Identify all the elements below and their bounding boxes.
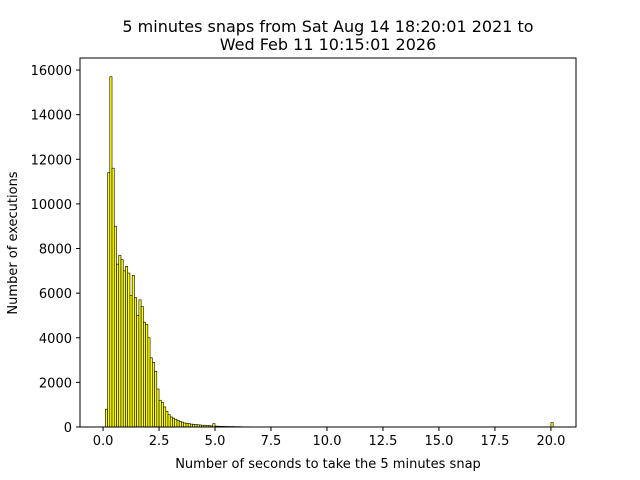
y-tick-label: 12000 [31, 153, 72, 168]
bar [156, 388, 160, 428]
bar [178, 421, 182, 428]
bar [131, 274, 135, 428]
bar [111, 167, 115, 428]
bar [550, 422, 554, 428]
bar [127, 272, 131, 428]
bar [163, 406, 167, 428]
bar [134, 297, 137, 428]
bar [160, 402, 164, 428]
x-axis-label: Number of seconds to take the 5 minutes … [175, 457, 481, 472]
x-tick-label: 2.5 [149, 434, 170, 449]
x-tick-label: 15.0 [424, 434, 453, 449]
bar [158, 399, 162, 428]
bar [105, 408, 108, 428]
bar [169, 416, 173, 428]
bar [118, 254, 122, 428]
bar [167, 414, 171, 428]
bar [149, 357, 153, 428]
bar [140, 306, 144, 428]
x-tick-label: 7.5 [261, 434, 282, 449]
y-tick-label: 8000 [39, 243, 72, 258]
x-tick-label: 12.5 [368, 434, 397, 449]
bar [122, 270, 126, 428]
x-tick-label: 0.0 [93, 434, 114, 449]
y-tick-label: 2000 [39, 376, 72, 391]
bar [125, 266, 128, 428]
bar [136, 315, 140, 428]
bar [138, 299, 142, 428]
bar [143, 321, 146, 428]
bar [174, 418, 178, 428]
y-tick-label: 14000 [31, 109, 72, 124]
x-tick-label: 10.0 [313, 434, 342, 449]
x-tick-label: 17.5 [480, 434, 509, 449]
bar [109, 76, 113, 428]
y-axis-label: Number of executions [6, 171, 21, 314]
bar [181, 421, 184, 428]
bar [185, 423, 189, 428]
chart-title-line: 5 minutes snaps from Sat Aug 14 18:20:01… [122, 17, 533, 36]
bar [176, 420, 180, 428]
bar [113, 225, 117, 428]
bar [187, 423, 191, 428]
y-tick-label: 6000 [39, 287, 72, 302]
chart-title-line: Wed Feb 11 10:15:01 2026 [220, 35, 437, 54]
y-tick-label: 16000 [31, 64, 72, 79]
bar [116, 263, 120, 428]
bar [120, 259, 124, 428]
bar [172, 417, 176, 428]
y-tick-label: 10000 [31, 198, 72, 213]
bar [147, 337, 151, 428]
bar [107, 172, 111, 428]
plot-frame [79, 57, 577, 428]
bar [183, 422, 187, 428]
y-tick-label: 0 [64, 421, 72, 436]
bar [129, 295, 133, 428]
x-tick-label: 5.0 [205, 434, 226, 449]
bar [212, 423, 216, 428]
x-tick-label: 20.0 [536, 434, 565, 449]
bar [152, 362, 155, 428]
y-tick-label: 4000 [39, 332, 72, 347]
bar [145, 324, 149, 428]
bar [154, 370, 158, 428]
bar [165, 411, 169, 428]
